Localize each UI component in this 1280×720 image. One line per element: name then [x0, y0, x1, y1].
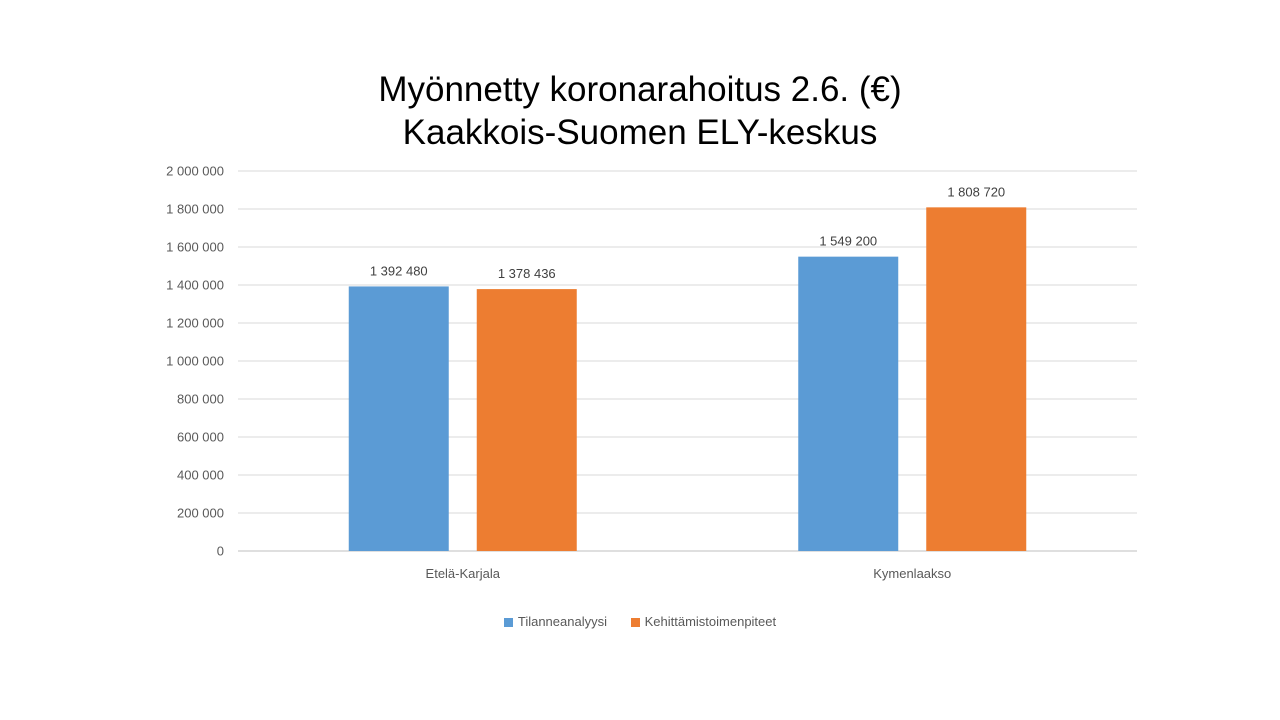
legend-item-kehittamistoimenpiteet: Kehittämistoimenpiteet — [630, 614, 777, 629]
legend: Tilanneanalyysi Kehittämistoimenpiteet — [0, 614, 1280, 629]
y-tick-label: 400 000 — [177, 468, 224, 483]
bar — [926, 207, 1027, 551]
y-tick-label: 1 400 000 — [166, 278, 224, 293]
y-tick-label: 800 000 — [177, 392, 224, 407]
y-tick-label: 1 800 000 — [166, 202, 224, 217]
data-label: 1 808 720 — [947, 184, 1005, 199]
y-tick-label: 1 200 000 — [166, 316, 224, 331]
data-label: 1 392 480 — [370, 263, 428, 278]
x-tick-label: Etelä-Karjala — [426, 566, 501, 581]
legend-label-tilanneanalyysi: Tilanneanalyysi — [517, 614, 607, 629]
legend-swatch-kehittamistoimenpiteet — [630, 618, 640, 627]
chart-title-line-1: Myönnetty koronarahoitus 2.6. (€) — [378, 70, 902, 109]
bar — [476, 289, 577, 551]
data-label: 1 378 436 — [498, 266, 556, 281]
legend-swatch-tilanneanalyysi — [503, 618, 513, 627]
bar — [798, 256, 899, 551]
legend-label-kehittamistoimenpiteet: Kehittämistoimenpiteet — [644, 614, 777, 629]
y-tick-label: 200 000 — [177, 506, 224, 521]
data-label: 1 549 200 — [819, 234, 877, 249]
y-tick-label: 1 600 000 — [166, 240, 224, 255]
y-tick-label: 2 000 000 — [166, 164, 224, 179]
chart-title-line-2: Kaakkois-Suomen ELY-keskus — [402, 113, 878, 152]
x-tick-label: Kymenlaakso — [873, 566, 951, 581]
bar — [348, 286, 449, 551]
chart-title: Myönnetty koronarahoitus 2.6. (€) Kaakko… — [0, 68, 1280, 154]
y-tick-label: 0 — [217, 544, 224, 559]
y-tick-label: 1 000 000 — [166, 354, 224, 369]
legend-item-tilanneanalyysi: Tilanneanalyysi — [503, 614, 607, 629]
y-tick-label: 600 000 — [177, 430, 224, 445]
